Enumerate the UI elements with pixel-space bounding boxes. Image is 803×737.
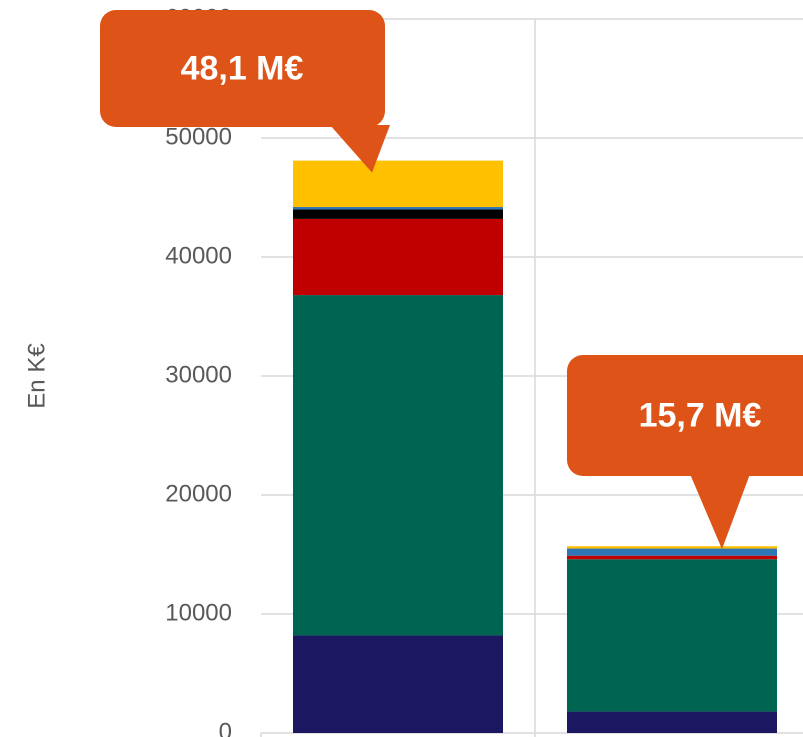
bar-segment <box>567 559 777 712</box>
bar-segment <box>293 209 503 219</box>
y-tick-label: 20000 <box>165 480 232 507</box>
bar-segment <box>293 635 503 733</box>
bar-segment <box>567 548 777 556</box>
callout-text: 48,1 M€ <box>181 49 304 87</box>
bar-segment <box>293 160 503 208</box>
bar-segment <box>567 555 777 560</box>
bar-segment <box>293 218 503 296</box>
y-tick-label: 40000 <box>165 242 232 269</box>
y-tick-label: 50000 <box>165 123 232 150</box>
bar-segment <box>293 295 503 636</box>
y-tick-label: 30000 <box>165 361 232 388</box>
bar-segment <box>567 546 777 549</box>
callout-text: 15,7 M€ <box>639 396 762 434</box>
bar-segment <box>567 711 777 733</box>
callout-pointer <box>330 125 390 173</box>
y-tick-label: 0 <box>219 718 232 737</box>
bar-segment <box>293 207 503 210</box>
callout-box <box>100 10 385 127</box>
callout-box <box>567 355 803 476</box>
y-axis-label: En K€ <box>23 343 50 409</box>
y-tick-label: 10000 <box>165 599 232 626</box>
callout-pointer <box>690 474 750 550</box>
